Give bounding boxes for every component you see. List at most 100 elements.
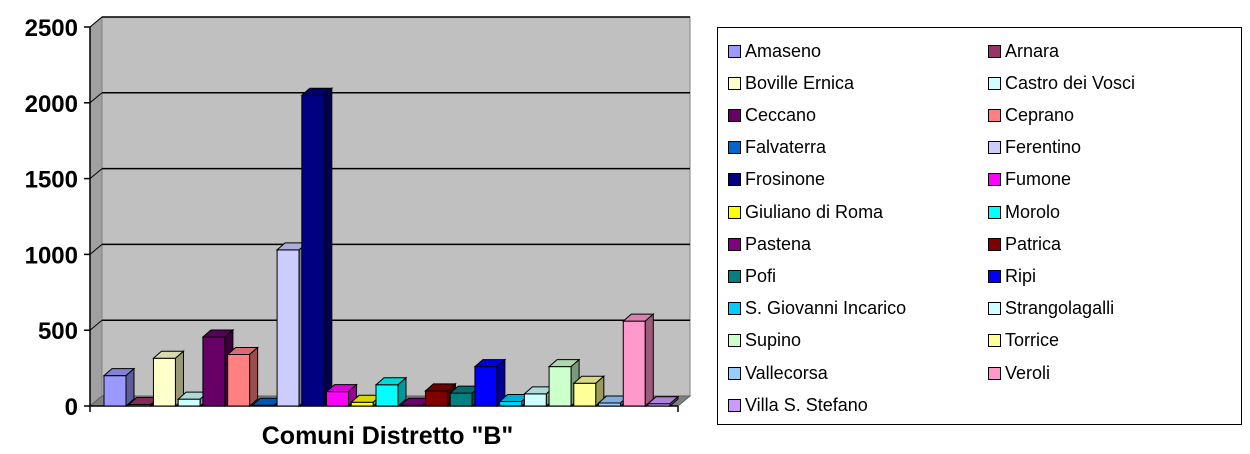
bar-21 — [622, 320, 646, 407]
legend-label: Strangolagalli — [1005, 298, 1115, 319]
gridline-side — [89, 16, 103, 28]
legend-label: Vallecorsa — [745, 362, 828, 383]
legend-label: Morolo — [1005, 201, 1061, 222]
legend-item: Ceprano — [988, 104, 1074, 126]
legend-swatch — [728, 237, 741, 251]
legend-item: Villa S. Stefano — [728, 394, 868, 416]
x-axis-label: Comuni Distretto "B" — [261, 422, 514, 450]
legend-swatch — [988, 205, 1001, 219]
legend-swatch — [988, 237, 1001, 251]
legend-swatch — [988, 366, 1001, 380]
legend: Amaseno Arnara Boville Ernica Castro dei Vo… — [717, 27, 1242, 425]
legend-item: Castro dei Vosci — [988, 72, 1135, 94]
legend-label: Fumone — [1005, 169, 1072, 190]
legend-swatch — [728, 141, 741, 155]
plot-back-wall — [101, 16, 691, 397]
legend-label: Ceccano — [745, 104, 817, 125]
bar-side-22 — [669, 395, 679, 408]
y-tick-label: 1500 — [25, 167, 78, 194]
bar-17 — [523, 393, 547, 407]
legend-swatch — [728, 398, 741, 412]
legend-swatch — [728, 269, 741, 283]
legend-label: Pofi — [745, 265, 777, 286]
legend-item: Morolo — [988, 201, 1060, 223]
bar-15 — [474, 366, 498, 407]
legend-item: S. Giovanni Incarico — [728, 298, 906, 320]
legend-item: Frosinone — [728, 169, 825, 191]
legend-label: Supino — [745, 330, 802, 351]
legend-item: Fumone — [988, 169, 1071, 191]
y-tick-label: 1000 — [25, 242, 78, 269]
legend-swatch — [728, 334, 741, 348]
legend-label: Arnara — [1005, 40, 1060, 61]
legend-label: S. Giovanni Incarico — [745, 298, 907, 319]
legend-swatch — [728, 44, 741, 58]
bar-3 — [177, 398, 201, 407]
legend-swatch — [728, 205, 741, 219]
gridline-side — [89, 168, 103, 179]
legend-label: Boville Ernica — [745, 72, 855, 93]
legend-item: Pastena — [728, 233, 811, 255]
legend-label: Ferentino — [1005, 137, 1082, 158]
plot-side-wall — [89, 15, 103, 408]
legend-swatch — [988, 302, 1001, 316]
legend-label: Veroli — [1005, 362, 1051, 383]
legend-swatch — [728, 76, 741, 90]
legend-label: Falvaterra — [745, 137, 827, 158]
legend-item: Torrice — [988, 330, 1059, 352]
gridline-side — [89, 244, 103, 255]
y-tick-label: 500 — [38, 318, 78, 345]
legend-label: Giuliano di Roma — [745, 201, 884, 222]
legend-label: Castro dei Vosci — [1005, 72, 1136, 93]
legend-item: Falvaterra — [728, 137, 826, 159]
legend-item: Patrica — [988, 233, 1061, 255]
legend-item: Arnara — [988, 40, 1059, 62]
y-tick-label: 2500 — [25, 15, 78, 42]
legend-swatch — [988, 76, 1001, 90]
bar-2 — [152, 357, 176, 407]
bar-side-11 — [397, 376, 407, 408]
y-tick-label: 2000 — [25, 91, 78, 118]
bar-16 — [499, 400, 523, 407]
bar-side-21 — [644, 313, 654, 408]
bar-11 — [375, 384, 399, 407]
bar-side-0 — [125, 367, 135, 408]
legend-label: Ceprano — [1005, 104, 1075, 125]
legend-item: Ceccano — [728, 104, 816, 126]
legend-label: Ripi — [1005, 265, 1037, 286]
legend-label: Amaseno — [745, 40, 822, 61]
bar-8 — [301, 94, 325, 407]
bar-side-5 — [249, 346, 259, 408]
legend-swatch — [728, 302, 741, 316]
legend-label: Patrica — [1005, 233, 1062, 254]
legend-item: Boville Ernica — [728, 72, 854, 94]
legend-swatch — [988, 173, 1001, 187]
bar-14 — [449, 392, 473, 407]
legend-swatch — [988, 334, 1001, 348]
bar-7 — [276, 249, 300, 407]
legend-swatch — [728, 173, 741, 187]
bar-10 — [350, 401, 374, 407]
bar-side-8 — [323, 87, 333, 408]
legend-label: Pastena — [745, 233, 812, 254]
legend-item: Ferentino — [988, 137, 1081, 159]
legend-label: Villa S. Stefano — [745, 394, 868, 415]
legend-label: Torrice — [1005, 330, 1060, 351]
legend-item: Giuliano di Roma — [728, 201, 883, 223]
legend-item: Pofi — [728, 265, 776, 287]
bar-5 — [227, 353, 251, 407]
legend-item: Amaseno — [728, 40, 821, 62]
bar-18 — [548, 366, 572, 407]
gridline-side — [89, 319, 103, 331]
bar-0 — [103, 375, 127, 407]
bar-9 — [326, 391, 350, 407]
legend-swatch — [988, 141, 1001, 155]
legend-item: Supino — [728, 330, 801, 352]
legend-label: Frosinone — [745, 169, 826, 190]
legend-swatch — [988, 269, 1001, 283]
legend-item: Vallecorsa — [728, 362, 828, 384]
bar-13 — [424, 390, 448, 407]
legend-item: Veroli — [988, 362, 1050, 384]
gridline-side — [89, 92, 103, 104]
